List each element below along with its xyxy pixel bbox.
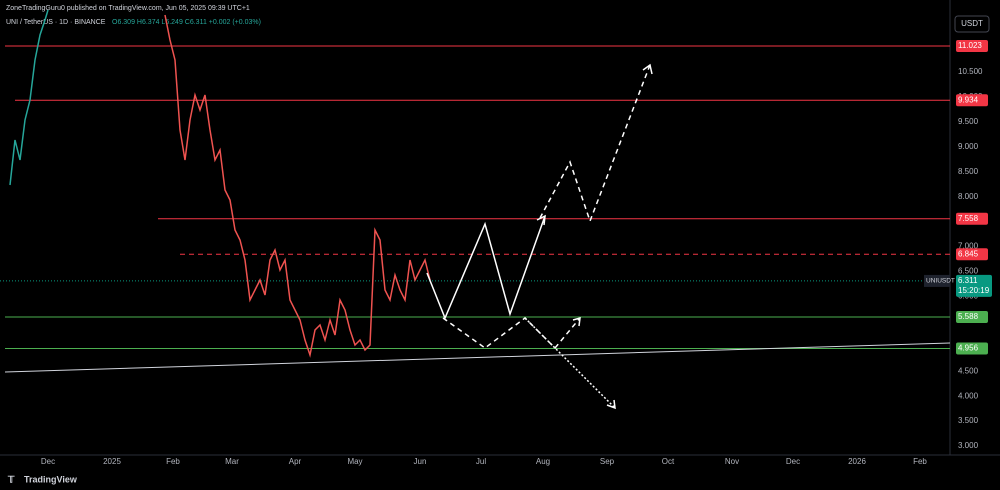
level-badge xyxy=(956,342,988,355)
time-tick-label: Jul xyxy=(476,457,486,466)
currency-button[interactable] xyxy=(954,15,990,33)
time-tick-label: Feb xyxy=(166,457,180,466)
time-tick-label: Apr xyxy=(289,457,302,466)
arrow-head xyxy=(606,399,616,410)
price-tick-label: 4.000 xyxy=(958,391,979,400)
price-tick-label: 3.500 xyxy=(958,416,979,425)
ohlc: O6.309 H6.374 L6.249 C6.311 +0.002 (+0.0… xyxy=(112,19,261,26)
time-tick-label: Jun xyxy=(414,457,427,466)
level-label: 5.588 xyxy=(958,312,979,321)
level-label: 11.023 xyxy=(958,41,982,50)
trendline xyxy=(4,342,951,373)
countdown-label: 15:20:19 xyxy=(958,286,990,295)
symbol-line: UNI / TetherUS · 1D · BINANCE xyxy=(6,19,106,26)
footer-logo: 𝕋 xyxy=(7,474,15,484)
time-tick-label: Dec xyxy=(786,457,800,466)
time-tick-label: Oct xyxy=(662,457,675,466)
time-tick-label: Sep xyxy=(600,457,615,466)
time-tick-label: May xyxy=(347,457,362,466)
time-tick-label: Feb xyxy=(913,457,927,466)
price-tick-label: 3.000 xyxy=(958,441,979,450)
symbol-label: UNIUSDT xyxy=(926,278,955,285)
price-tick-label: 8.500 xyxy=(958,167,979,176)
time-tick-label: Dec xyxy=(41,457,55,466)
level-label: 7.558 xyxy=(958,214,979,223)
time-tick-label: 2026 xyxy=(848,457,866,466)
price-tick-label: 9.000 xyxy=(958,142,979,151)
price-label: 6.311 xyxy=(958,276,978,285)
time-tick-label: Mar xyxy=(225,457,239,466)
level-badge xyxy=(956,40,988,52)
currency-label[interactable]: USDT xyxy=(961,19,983,28)
arrow-head xyxy=(536,214,546,226)
price-badge xyxy=(956,274,992,297)
time-tick-label: 2025 xyxy=(103,457,121,466)
price-history xyxy=(9,9,49,186)
level-badge xyxy=(956,248,988,261)
price-tick-label: 7.000 xyxy=(958,242,979,251)
level-badge xyxy=(956,212,988,225)
level-badge xyxy=(956,310,988,323)
time-tick-label: Nov xyxy=(725,457,739,466)
arrow-head xyxy=(572,316,581,327)
author-line: ZoneTradingGuru0 published on TradingVie… xyxy=(6,5,250,12)
level-label: 4.956 xyxy=(958,344,979,353)
level-badge xyxy=(956,94,988,107)
arrow-head xyxy=(642,63,653,75)
level-label: 6.845 xyxy=(958,249,979,258)
price-history xyxy=(164,14,431,358)
symbol-badge xyxy=(924,274,950,287)
price-tick-label: 6.500 xyxy=(958,267,979,276)
price-tick-label: 4.500 xyxy=(958,366,979,375)
time-tick-label: Aug xyxy=(536,457,550,466)
projection-path xyxy=(524,317,616,409)
price-tick-label: 9.500 xyxy=(958,117,979,126)
footer-brand: TradingView xyxy=(24,474,78,484)
price-tick-label: 8.000 xyxy=(958,192,979,201)
price-tick-label: 10.500 xyxy=(958,67,983,76)
projection-path xyxy=(426,215,546,320)
level-label: 9.934 xyxy=(958,95,979,104)
projection-path xyxy=(539,64,651,224)
